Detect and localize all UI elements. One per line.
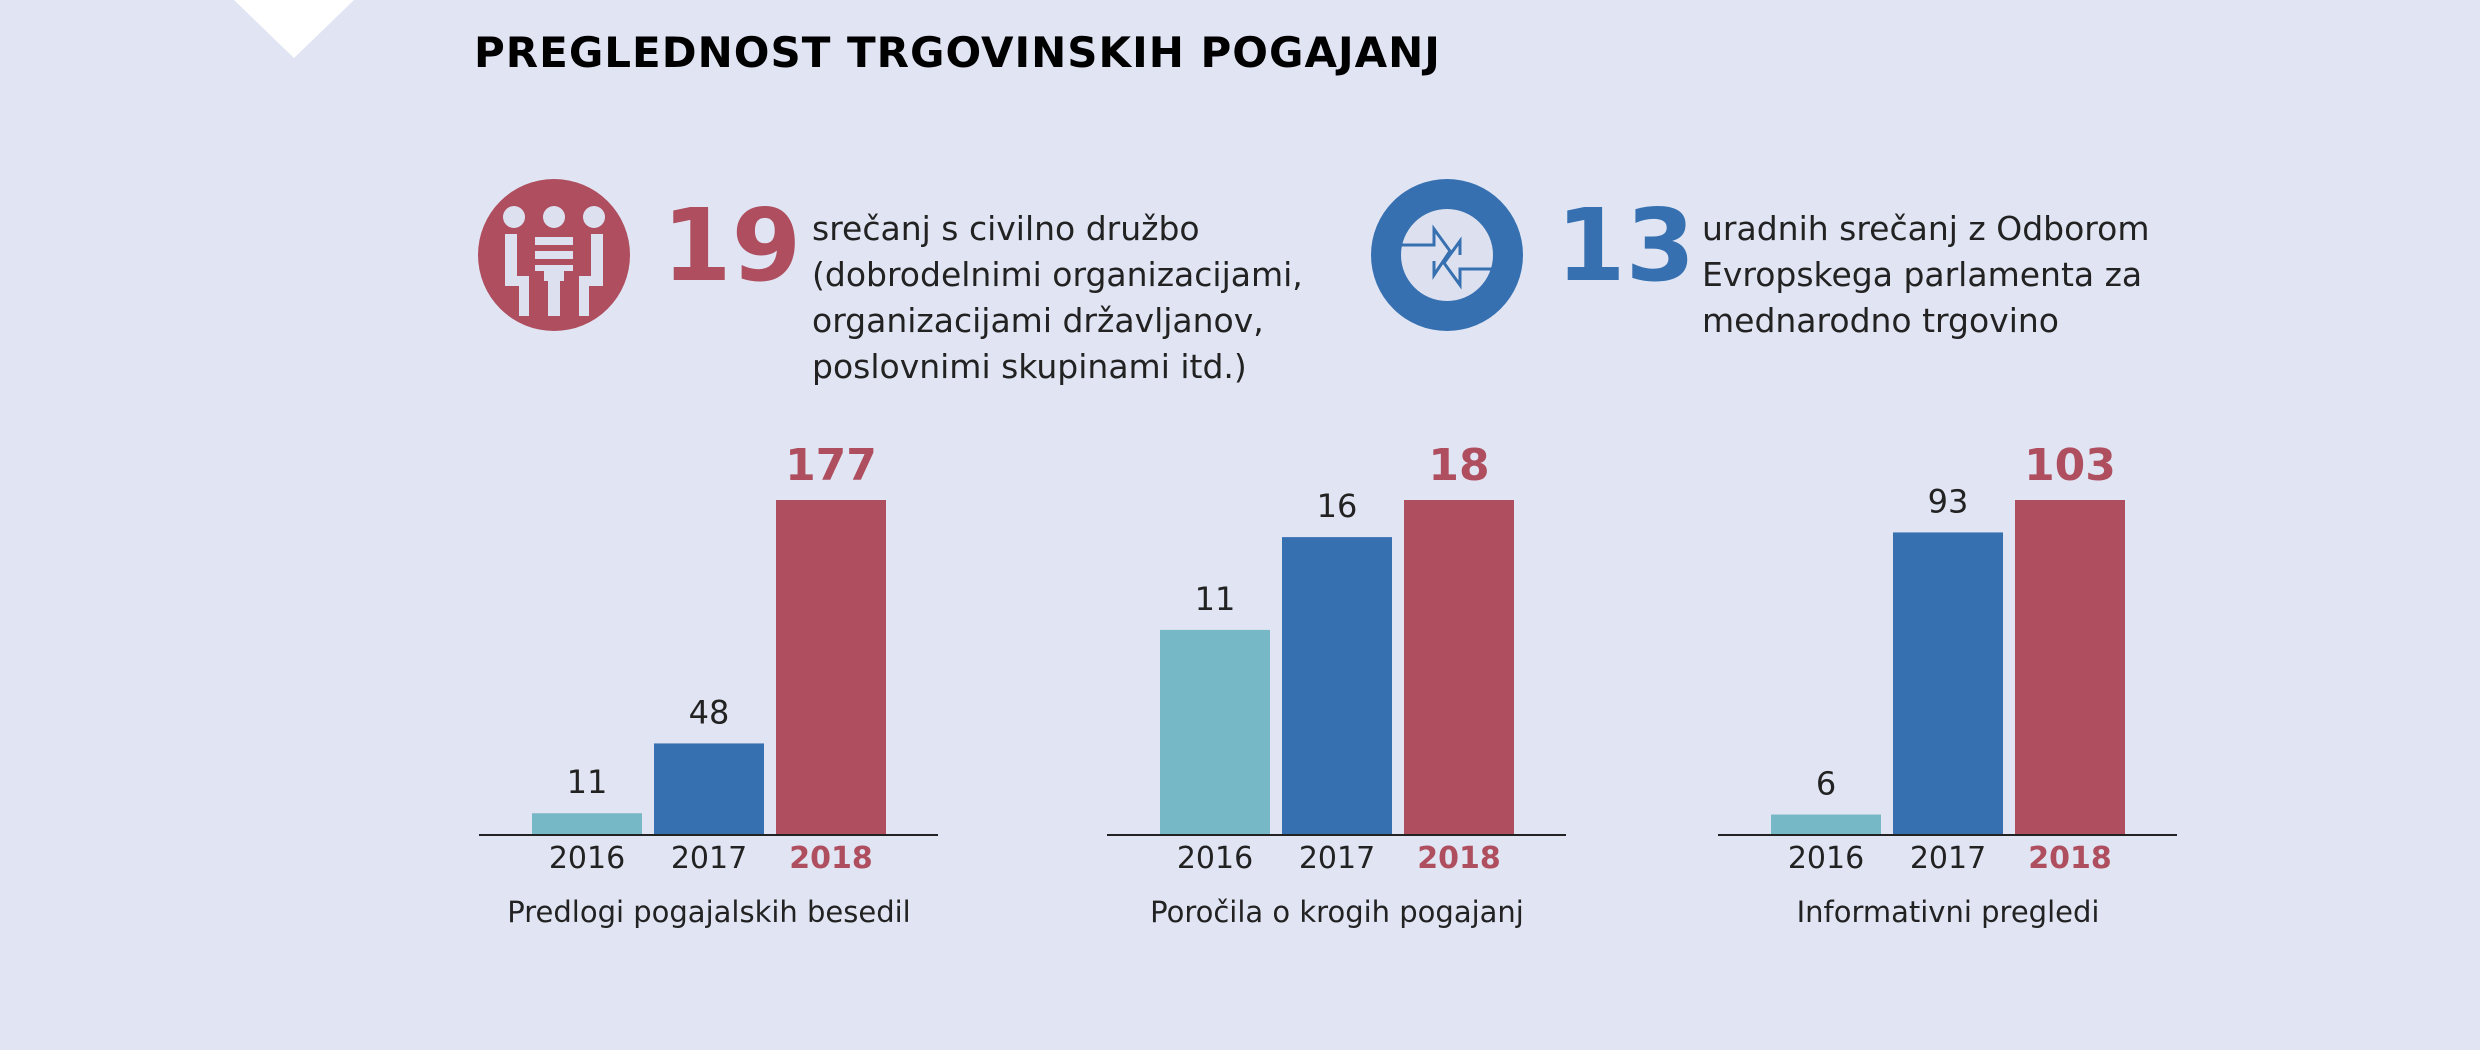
value-label: 18 bbox=[1428, 440, 1489, 491]
corner-triangle-decoration bbox=[234, 0, 354, 58]
chart-label: Predlogi pogajalskih besedil bbox=[507, 895, 911, 929]
stat-number-civil-society: 19 bbox=[662, 187, 802, 304]
x-tick-label: 2016 bbox=[1177, 841, 1253, 876]
stat-description-parliament-meetings: uradnih srečanj z Odborom Evropskega par… bbox=[1702, 206, 2149, 344]
bar-2018 bbox=[1404, 500, 1514, 834]
x-tick-label: 2017 bbox=[1910, 841, 1986, 876]
value-label: 93 bbox=[1928, 482, 1969, 520]
bar-2016 bbox=[532, 813, 642, 834]
x-tick-label: 2017 bbox=[671, 841, 747, 876]
description-line: poslovnimi skupinami itd.) bbox=[812, 347, 1247, 386]
bar-2017 bbox=[654, 743, 764, 834]
chart-label: Poročila o krogih pogajanj bbox=[1150, 895, 1524, 929]
x-tick-label: 2016 bbox=[549, 841, 625, 876]
description-line: mednarodno trgovino bbox=[1702, 301, 2059, 340]
stat-number-parliament-meetings: 13 bbox=[1556, 187, 1696, 304]
value-label: 11 bbox=[1195, 580, 1236, 618]
x-tick-label: 2018 bbox=[1417, 841, 1501, 876]
page-title: PREGLEDNOST TRGOVINSKIH POGAJANJ bbox=[474, 28, 1441, 77]
bar-2017 bbox=[1893, 532, 2003, 834]
x-tick-label: 2017 bbox=[1299, 841, 1375, 876]
bar-2016 bbox=[1160, 629, 1270, 834]
x-tick-label: 2018 bbox=[789, 841, 873, 876]
description-line: Evropskega parlamenta za bbox=[1702, 255, 2143, 294]
bar-2016 bbox=[1771, 814, 1881, 834]
value-label: 11 bbox=[567, 763, 608, 801]
bar-2018 bbox=[776, 500, 886, 834]
value-label: 48 bbox=[689, 693, 730, 731]
description-line: (dobrodelnimi organizacijami, bbox=[812, 255, 1303, 294]
value-label: 6 bbox=[1816, 765, 1836, 803]
bar-2017 bbox=[1282, 537, 1392, 834]
meeting-people-icon bbox=[478, 179, 630, 331]
bar-2018 bbox=[2015, 500, 2125, 834]
value-label: 103 bbox=[2024, 440, 2116, 491]
description-line: organizacijami državljanov, bbox=[812, 301, 1264, 340]
exchange-arrows-icon bbox=[1371, 179, 1523, 331]
description-line: uradnih srečanj z Odborom bbox=[1702, 209, 2150, 248]
x-tick-label: 2018 bbox=[2028, 841, 2112, 876]
x-tick-label: 2016 bbox=[1788, 841, 1864, 876]
description-line: srečanj s civilno družbo bbox=[812, 209, 1200, 248]
chart-label: Informativni pregledi bbox=[1797, 895, 2100, 929]
value-label: 16 bbox=[1317, 487, 1358, 525]
value-label: 177 bbox=[785, 440, 877, 491]
stat-description-civil-society: srečanj s civilno družbo (dobrodelnimi o… bbox=[812, 206, 1303, 390]
